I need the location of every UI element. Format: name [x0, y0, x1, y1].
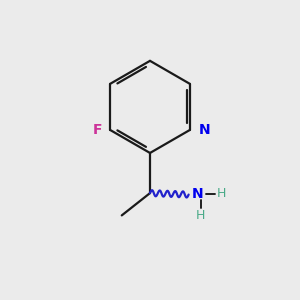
Text: H: H	[196, 209, 205, 222]
Text: F: F	[92, 123, 102, 137]
Text: N: N	[192, 187, 203, 201]
Text: N: N	[199, 123, 210, 137]
Text: H: H	[217, 188, 226, 200]
